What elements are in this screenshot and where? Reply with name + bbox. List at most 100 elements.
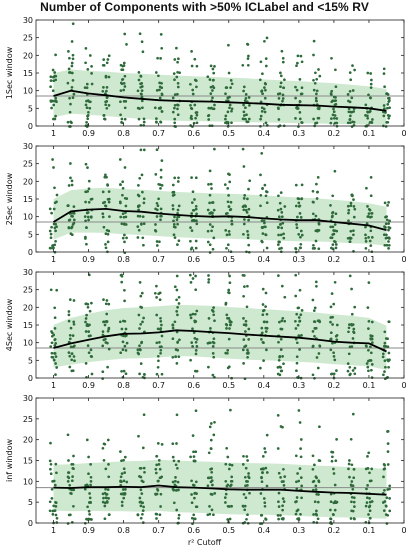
data-point [243, 508, 247, 512]
data-point [294, 204, 298, 208]
data-point [206, 484, 210, 488]
data-point [312, 243, 315, 247]
data-point [385, 236, 389, 240]
data-point [280, 319, 284, 323]
data-point [386, 488, 390, 491]
data-point [352, 229, 355, 233]
data-point [352, 205, 356, 208]
data-point [83, 487, 87, 491]
data-point [50, 497, 54, 500]
data-point [242, 208, 246, 212]
data-point [90, 301, 93, 305]
data-point [121, 193, 124, 197]
x-tick-label: 0.5 [222, 526, 235, 535]
data-point [312, 479, 316, 483]
data-point [159, 106, 162, 109]
data-point [176, 215, 179, 219]
data-point [329, 338, 332, 341]
data-point [160, 93, 164, 97]
data-point [348, 240, 352, 244]
data-point [123, 455, 127, 459]
data-point [225, 86, 229, 89]
data-point [243, 218, 246, 221]
data-point [86, 324, 90, 328]
data-point [294, 183, 298, 187]
data-point [103, 491, 107, 495]
data-point [72, 299, 76, 302]
data-point [224, 479, 228, 483]
data-point [55, 366, 59, 369]
data-point [365, 496, 369, 500]
data-point [315, 476, 318, 480]
data-point [158, 476, 162, 480]
data-point [276, 366, 280, 369]
data-point [299, 92, 303, 96]
data-point [52, 103, 56, 107]
data-point [241, 348, 245, 352]
data-point [136, 225, 140, 228]
data-point [155, 284, 158, 288]
data-point [177, 176, 180, 180]
data-point [158, 467, 162, 471]
data-point [138, 500, 142, 504]
data-point [208, 201, 211, 205]
data-point [177, 239, 181, 243]
data-point [68, 298, 72, 301]
data-point [68, 110, 72, 114]
data-point [48, 509, 52, 513]
data-point [118, 320, 122, 324]
data-point [367, 93, 370, 97]
data-point [211, 107, 215, 111]
data-point [212, 208, 216, 212]
data-point [108, 215, 111, 218]
data-point [67, 471, 70, 474]
data-point [264, 466, 268, 470]
data-point [382, 104, 386, 107]
data-point [89, 480, 93, 483]
data-point [105, 175, 108, 179]
data-point [229, 200, 233, 204]
data-point [331, 341, 334, 345]
data-point [260, 152, 264, 155]
data-point [120, 504, 124, 507]
data-point [330, 459, 334, 463]
data-point [228, 103, 232, 107]
data-point [125, 334, 128, 337]
data-point [229, 484, 232, 488]
data-point [142, 466, 146, 470]
data-point [207, 278, 211, 281]
data-point [211, 345, 215, 348]
data-point [385, 121, 389, 124]
data-point [224, 229, 228, 232]
data-point [101, 190, 105, 194]
data-point [155, 492, 159, 496]
data-point [383, 201, 387, 205]
data-point [241, 117, 245, 121]
data-point [173, 58, 177, 61]
data-point [86, 305, 90, 309]
x-tick-label: 0.8 [117, 129, 130, 138]
data-point [209, 92, 213, 95]
data-point [388, 497, 391, 500]
y-tick-label: 20 [23, 436, 33, 445]
data-point [280, 369, 284, 373]
data-point [297, 205, 301, 208]
data-point [229, 320, 233, 324]
x-tick-label: 1 [51, 255, 56, 264]
data-point [171, 337, 175, 341]
data-point [125, 480, 129, 484]
data-point [141, 236, 145, 240]
data-point [156, 365, 160, 369]
data-point [278, 240, 281, 244]
data-point [311, 298, 315, 302]
data-point [176, 180, 180, 183]
data-point [125, 341, 129, 345]
data-point [353, 207, 357, 211]
data-point [334, 212, 338, 216]
data-point [314, 71, 317, 75]
data-point [143, 470, 146, 474]
data-point [228, 208, 232, 212]
data-point [366, 205, 369, 208]
y-tick-label: 15 [23, 457, 33, 466]
